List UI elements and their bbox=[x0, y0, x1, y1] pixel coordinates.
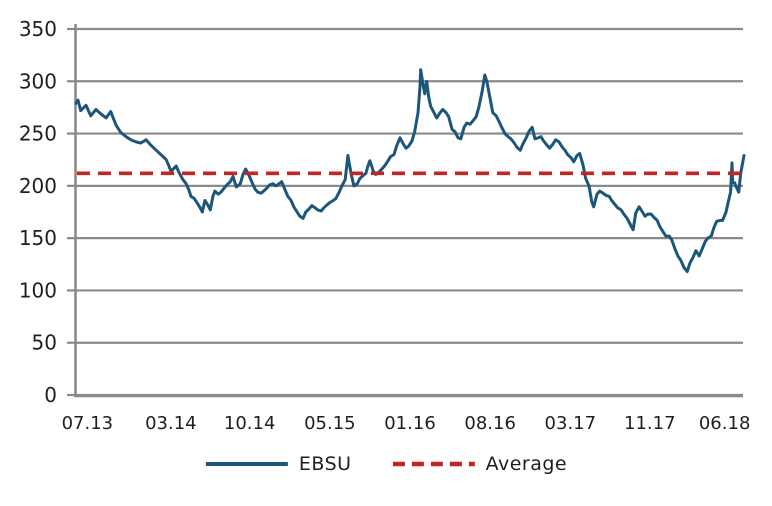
x-axis-tick-label: 03.17 bbox=[545, 413, 597, 434]
legend-label-average: Average bbox=[485, 453, 568, 475]
legend-item-average: Average bbox=[392, 453, 568, 475]
chart-legend: EBSU Average bbox=[205, 453, 567, 475]
x-axis-tick-label: 07.13 bbox=[62, 413, 114, 434]
x-axis-tick-label: 06.18 bbox=[699, 413, 751, 434]
y-axis-tick-label: 0 bbox=[44, 383, 57, 407]
legend-item-ebsu: EBSU bbox=[205, 453, 352, 475]
y-axis-tick-label: 300 bbox=[19, 69, 57, 93]
ebsu-line-swatch bbox=[205, 462, 288, 466]
y-axis-tick-label: 50 bbox=[32, 331, 57, 355]
x-axis-tick-label: 05.15 bbox=[304, 413, 356, 434]
x-axis-tick-label: 01.16 bbox=[384, 413, 436, 434]
y-axis-tick-label: 250 bbox=[19, 122, 57, 146]
y-axis-tick-label: 100 bbox=[19, 278, 57, 302]
x-axis-tick-label: 03.14 bbox=[145, 413, 197, 434]
y-axis-tick-label: 350 bbox=[19, 17, 57, 41]
average-dashed-swatch bbox=[392, 461, 475, 467]
y-axis-tick-label: 150 bbox=[19, 226, 57, 250]
legend-label-ebsu: EBSU bbox=[298, 453, 352, 475]
x-axis-tick-label: 10.14 bbox=[224, 413, 276, 434]
y-axis-tick-label: 200 bbox=[19, 174, 57, 198]
ebsu-series-line bbox=[74, 68, 746, 274]
x-axis-tick-label: 11.17 bbox=[624, 413, 676, 434]
x-axis-tick-label: 08.16 bbox=[464, 413, 516, 434]
